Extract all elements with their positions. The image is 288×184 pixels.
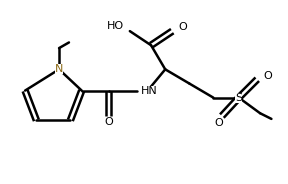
Text: HN: HN [141,86,158,95]
Text: S: S [235,93,242,103]
Text: O: O [215,118,223,128]
Text: HO: HO [107,21,124,31]
Text: O: O [104,117,113,127]
Text: O: O [263,71,272,82]
Text: N: N [55,64,63,74]
Text: O: O [178,22,187,32]
